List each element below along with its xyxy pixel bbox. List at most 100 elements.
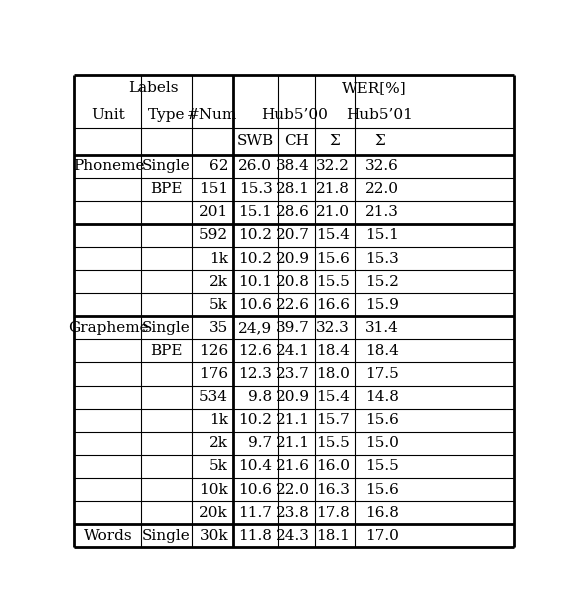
Text: Single: Single — [142, 159, 191, 173]
Text: 17.0: 17.0 — [365, 529, 399, 543]
Text: 15.9: 15.9 — [365, 298, 399, 312]
Text: 15.5: 15.5 — [316, 275, 350, 289]
Text: 21.0: 21.0 — [316, 205, 350, 219]
Text: 21.3: 21.3 — [365, 205, 399, 219]
Text: 12.6: 12.6 — [238, 344, 273, 358]
Text: WER[%]: WER[%] — [342, 81, 406, 95]
Text: 15.4: 15.4 — [316, 229, 350, 243]
Text: 39.7: 39.7 — [276, 321, 310, 335]
Text: Type: Type — [148, 108, 185, 122]
Text: 16.3: 16.3 — [316, 482, 350, 496]
Text: 26.0: 26.0 — [238, 159, 273, 173]
Text: Hub5’00: Hub5’00 — [261, 108, 328, 122]
Text: 151: 151 — [199, 182, 228, 197]
Text: 9.8: 9.8 — [248, 390, 273, 404]
Text: 10k: 10k — [199, 482, 228, 496]
Text: 126: 126 — [199, 344, 228, 358]
Text: 592: 592 — [199, 229, 228, 243]
Text: 21.1: 21.1 — [276, 413, 310, 428]
Text: 30k: 30k — [200, 529, 228, 543]
Text: Unit: Unit — [92, 108, 126, 122]
Text: BPE: BPE — [150, 344, 183, 358]
Text: 18.4: 18.4 — [365, 344, 399, 358]
Text: 10.2: 10.2 — [238, 413, 273, 428]
Text: Labels: Labels — [129, 81, 179, 95]
Text: 32.6: 32.6 — [365, 159, 399, 173]
Text: Σ: Σ — [374, 134, 385, 148]
Text: 15.3: 15.3 — [239, 182, 273, 197]
Text: 15.1: 15.1 — [365, 229, 399, 243]
Text: 24.1: 24.1 — [276, 344, 310, 358]
Text: #Num: #Num — [187, 108, 238, 122]
Text: 24.3: 24.3 — [276, 529, 310, 543]
Text: 62: 62 — [208, 159, 228, 173]
Text: 11.7: 11.7 — [239, 506, 273, 520]
Text: 35: 35 — [209, 321, 228, 335]
Text: Single: Single — [142, 529, 191, 543]
Text: 10.2: 10.2 — [238, 251, 273, 265]
Text: 28.6: 28.6 — [276, 205, 310, 219]
Text: 10.4: 10.4 — [238, 460, 273, 474]
Text: 11.8: 11.8 — [239, 529, 273, 543]
Text: 15.6: 15.6 — [316, 251, 350, 265]
Text: 1k: 1k — [209, 413, 228, 428]
Text: 16.0: 16.0 — [316, 460, 350, 474]
Text: 21.8: 21.8 — [316, 182, 350, 197]
Text: BPE: BPE — [150, 182, 183, 197]
Text: 15.7: 15.7 — [316, 413, 350, 428]
Text: 17.8: 17.8 — [316, 506, 350, 520]
Text: 534: 534 — [199, 390, 228, 404]
Text: 9.7: 9.7 — [248, 436, 273, 450]
Text: 1k: 1k — [209, 251, 228, 265]
Text: 38.4: 38.4 — [276, 159, 310, 173]
Text: 15.2: 15.2 — [365, 275, 399, 289]
Text: 201: 201 — [199, 205, 228, 219]
Text: 21.1: 21.1 — [276, 436, 310, 450]
Text: 10.2: 10.2 — [238, 229, 273, 243]
Text: 15.0: 15.0 — [365, 436, 399, 450]
Text: 10.6: 10.6 — [238, 482, 273, 496]
Text: 32.2: 32.2 — [316, 159, 350, 173]
Text: 32.3: 32.3 — [316, 321, 350, 335]
Text: 22.0: 22.0 — [276, 482, 310, 496]
Text: 20.8: 20.8 — [276, 275, 310, 289]
Text: 14.8: 14.8 — [365, 390, 399, 404]
Text: 24,9: 24,9 — [238, 321, 273, 335]
Text: 16.8: 16.8 — [365, 506, 399, 520]
Text: 23.7: 23.7 — [276, 367, 310, 381]
Text: 15.4: 15.4 — [316, 390, 350, 404]
Text: CH: CH — [284, 134, 309, 148]
Text: 5k: 5k — [210, 460, 228, 474]
Text: 20.9: 20.9 — [276, 251, 310, 265]
Text: Words: Words — [84, 529, 133, 543]
Text: 12.3: 12.3 — [239, 367, 273, 381]
Text: 15.1: 15.1 — [239, 205, 273, 219]
Text: 2k: 2k — [209, 275, 228, 289]
Text: Σ: Σ — [329, 134, 340, 148]
Text: 15.6: 15.6 — [365, 482, 399, 496]
Text: 18.4: 18.4 — [316, 344, 350, 358]
Text: 23.8: 23.8 — [276, 506, 310, 520]
Text: 20.9: 20.9 — [276, 390, 310, 404]
Text: 15.5: 15.5 — [316, 436, 350, 450]
Text: 18.1: 18.1 — [316, 529, 350, 543]
Text: Grapheme: Grapheme — [68, 321, 149, 335]
Text: 21.6: 21.6 — [276, 460, 310, 474]
Text: Single: Single — [142, 321, 191, 335]
Text: SWB: SWB — [237, 134, 274, 148]
Text: 10.6: 10.6 — [238, 298, 273, 312]
Text: 20.7: 20.7 — [276, 229, 310, 243]
Text: 22.0: 22.0 — [365, 182, 399, 197]
Text: 17.5: 17.5 — [365, 367, 399, 381]
Text: 31.4: 31.4 — [365, 321, 399, 335]
Text: 18.0: 18.0 — [316, 367, 350, 381]
Text: 15.5: 15.5 — [365, 460, 399, 474]
Text: 10.1: 10.1 — [238, 275, 273, 289]
Text: 22.6: 22.6 — [276, 298, 310, 312]
Text: 20k: 20k — [199, 506, 228, 520]
Text: 15.3: 15.3 — [365, 251, 399, 265]
Text: Phoneme: Phoneme — [73, 159, 145, 173]
Text: 176: 176 — [199, 367, 228, 381]
Text: 2k: 2k — [209, 436, 228, 450]
Text: 15.6: 15.6 — [365, 413, 399, 428]
